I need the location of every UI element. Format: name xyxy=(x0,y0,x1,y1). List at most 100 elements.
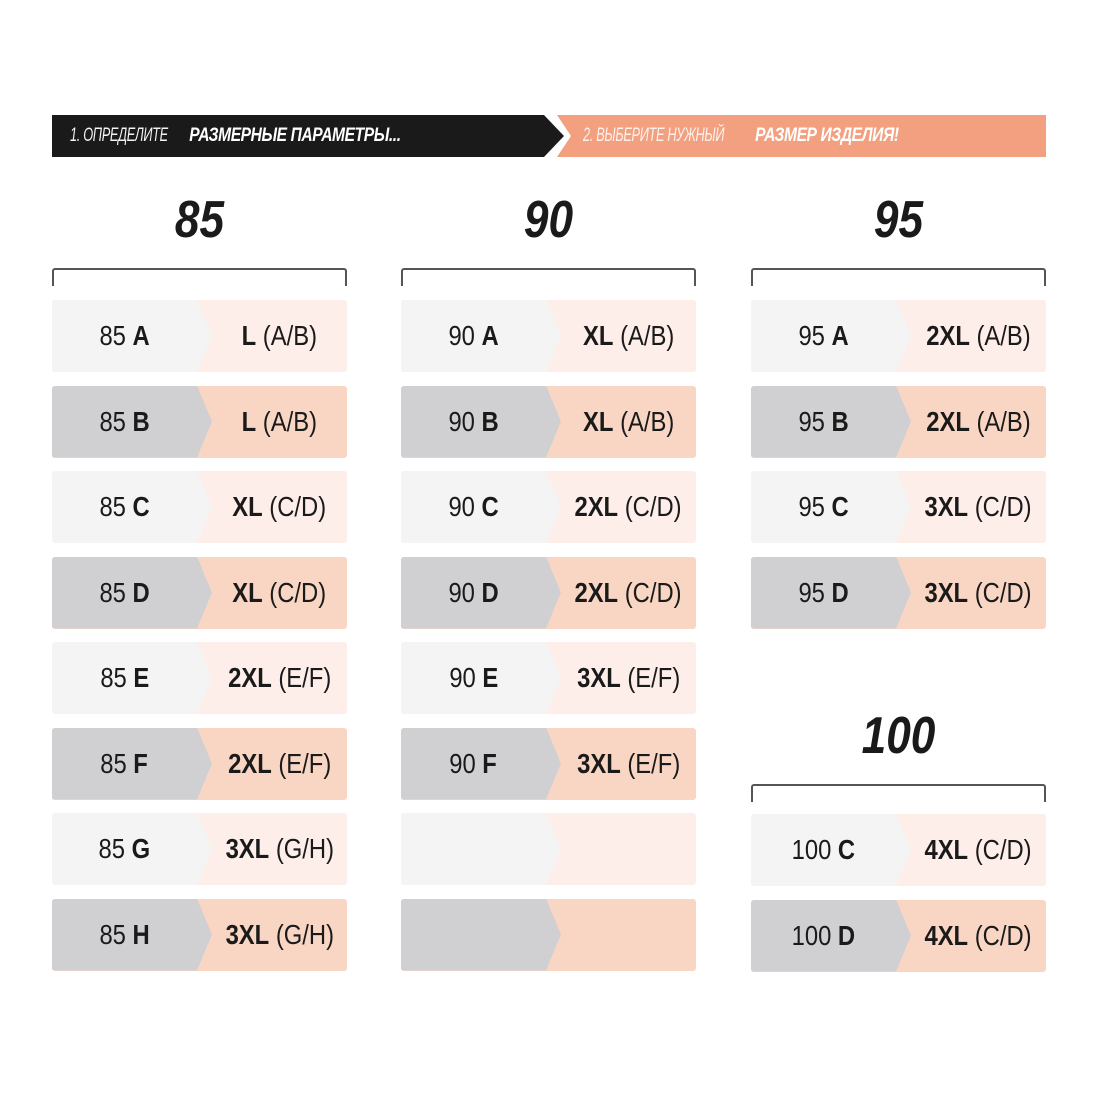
garment-size-cell xyxy=(546,899,696,971)
garment-size: XL xyxy=(582,405,614,437)
cup-range: (E/F) xyxy=(278,662,332,693)
cup-range: (C/D) xyxy=(625,576,683,608)
step-2-prefix: 2. ВЫБЕРИТЕ НУЖНЫЙ xyxy=(583,125,725,146)
garment-size: XL xyxy=(232,576,263,608)
size-row: 85 D XL (C/D) xyxy=(52,556,347,629)
band-value: 90 xyxy=(448,576,475,608)
step-2-banner: 2. ВЫБЕРИТЕ НУЖНЫЙ РАЗМЕР ИЗДЕЛИЯ! xyxy=(557,115,1046,157)
size-row: 85 G 3XL (G/H) xyxy=(52,813,347,885)
cup-range: (A/B) xyxy=(619,405,675,437)
garment-size: 4XL xyxy=(924,834,969,865)
band-value: 100 xyxy=(791,834,832,865)
garment-size: 2XL xyxy=(574,576,619,608)
band-value: 85 xyxy=(99,491,126,522)
band-value: 95 xyxy=(798,405,825,437)
bra-size-cell xyxy=(401,898,561,971)
cup-value: C xyxy=(838,834,856,865)
step-1-bold: РАЗМЕРНЫЕ ПАРАМЕТРЫ... xyxy=(189,125,401,146)
garment-size-cell: 3XL (G/H) xyxy=(197,899,347,971)
size-row xyxy=(401,813,696,885)
cup-value: E xyxy=(482,662,498,693)
cup-range: (C/D) xyxy=(975,491,1033,522)
bra-size-cell: 85 E xyxy=(52,642,212,714)
size-row: 100 C 4XL (C/D) xyxy=(751,814,1046,886)
garment-size: 2XL xyxy=(926,405,970,437)
bracket-divider xyxy=(751,268,1046,286)
bra-size-cell xyxy=(401,813,561,885)
bra-size-cell: 85 A xyxy=(52,300,212,372)
garment-size: 3XL xyxy=(576,747,621,779)
size-row: 85 F 2XL (E/F) xyxy=(52,727,347,800)
size-row xyxy=(401,898,696,971)
cup-range: (C/D) xyxy=(975,834,1033,865)
step-1-banner: 1. ОПРЕДЕЛИТЕ РАЗМЕРНЫЕ ПАРАМЕТРЫ... xyxy=(52,115,564,157)
band-title: 95 xyxy=(873,191,924,249)
cup-value: B xyxy=(481,405,499,437)
garment-size-cell: XL (A/B) xyxy=(546,300,696,372)
cup-value: A xyxy=(831,320,849,351)
garment-size: 4XL xyxy=(924,919,969,951)
garment-size-cell: L (A/B) xyxy=(197,300,347,372)
cup-range: (E/F) xyxy=(627,747,681,779)
bra-size-cell: 85 C xyxy=(52,471,212,543)
band-value: 90 xyxy=(448,320,475,351)
band-title: 85 xyxy=(174,191,225,249)
size-row: 90 C 2XL (C/D) xyxy=(401,471,696,543)
bra-size-cell: 95 D xyxy=(751,556,911,629)
garment-size: 3XL xyxy=(924,576,969,608)
cup-range: (C/D) xyxy=(269,491,327,522)
cup-range: (A/B) xyxy=(619,320,675,351)
garment-size: L xyxy=(241,405,257,437)
cup-range: (G/H) xyxy=(275,918,334,950)
band-value: 85 xyxy=(100,747,128,779)
bra-size-cell: 85 B xyxy=(52,385,212,458)
cup-value: D xyxy=(831,576,849,608)
garment-size-cell: XL (C/D) xyxy=(197,557,347,629)
band-value: 85 xyxy=(99,918,126,950)
garment-size-cell: 3XL (C/D) xyxy=(896,557,1046,629)
bra-size-cell: 90 B xyxy=(401,385,561,458)
garment-size-cell: 2XL (E/F) xyxy=(197,642,347,714)
bra-size-cell: 100 D xyxy=(751,899,911,972)
band-value: 90 xyxy=(448,491,475,522)
garment-size: 3XL xyxy=(576,662,621,693)
bra-size-cell: 95 B xyxy=(751,385,911,458)
cup-value: E xyxy=(133,662,149,693)
garment-size-cell: L (A/B) xyxy=(197,386,347,458)
bra-size-cell: 90 C xyxy=(401,471,561,543)
garment-size-cell: 2XL (A/B) xyxy=(896,300,1046,372)
bra-size-cell: 95 C xyxy=(751,471,911,543)
garment-size: 2XL xyxy=(227,747,272,779)
bra-size-cell: 90 F xyxy=(401,727,561,800)
size-row: 95 D 3XL (C/D) xyxy=(751,556,1046,629)
bra-size-cell: 85 F xyxy=(52,727,212,800)
garment-size: 2XL xyxy=(926,320,970,351)
garment-size-cell: 3XL (C/D) xyxy=(896,471,1046,543)
bra-size-cell: 90 A xyxy=(401,300,561,372)
cup-range: (A/B) xyxy=(976,405,1031,437)
band-value: 90 xyxy=(449,662,476,693)
band-value: 90 xyxy=(449,747,477,779)
band-value: 85 xyxy=(99,320,126,351)
garment-size-cell: 3XL (E/F) xyxy=(546,728,696,800)
size-row: 95 A 2XL (A/B) xyxy=(751,300,1046,372)
cup-range: (A/B) xyxy=(262,320,318,351)
band-value: 85 xyxy=(98,833,126,864)
band-value: 85 xyxy=(100,662,127,693)
garment-size: XL xyxy=(582,320,614,351)
band-value: 95 xyxy=(798,491,825,522)
garment-size-cell: 3XL (G/H) xyxy=(197,813,347,885)
bra-size-cell: 100 C xyxy=(751,814,911,886)
garment-size: L xyxy=(241,320,257,351)
garment-size-cell: XL (C/D) xyxy=(197,471,347,543)
bra-size-cell: 90 D xyxy=(401,556,561,629)
garment-size: 3XL xyxy=(225,918,269,950)
cup-value: F xyxy=(482,747,498,779)
garment-size-cell: 4XL (C/D) xyxy=(896,900,1046,972)
garment-size: 3XL xyxy=(225,833,269,864)
band-value: 85 xyxy=(99,576,126,608)
garment-size: 3XL xyxy=(924,491,969,522)
band-title: 90 xyxy=(523,191,574,249)
garment-size: 2XL xyxy=(574,491,619,522)
